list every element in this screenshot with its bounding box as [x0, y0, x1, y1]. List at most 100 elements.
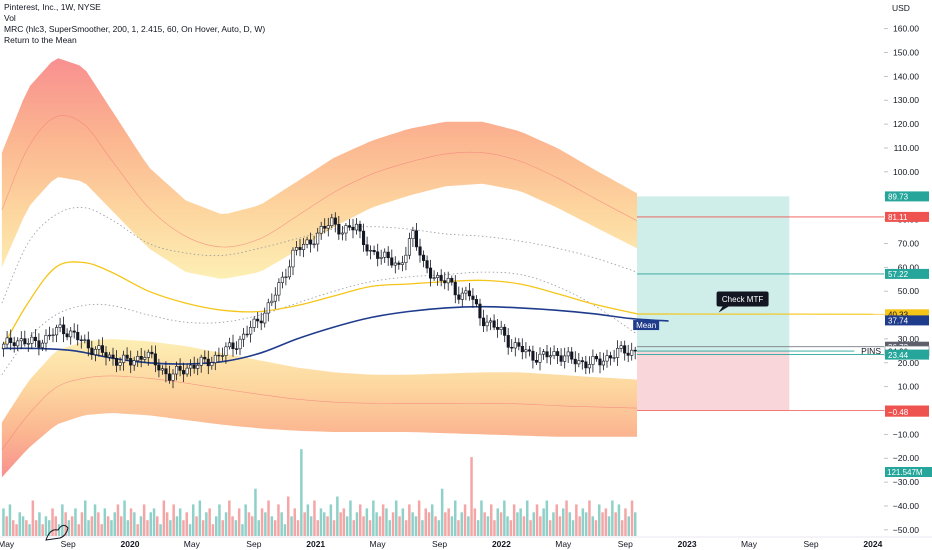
volume-bar — [169, 520, 172, 536]
candle-body — [72, 330, 76, 333]
annotations: Check MTF Mean PINS — [45, 291, 881, 541]
volume-bar — [339, 512, 342, 536]
volume-bar — [381, 504, 385, 536]
volume-bar — [156, 516, 159, 536]
volume-bar — [116, 504, 120, 536]
candle-body — [58, 324, 62, 328]
volume-bar — [450, 516, 454, 536]
volume-bar — [555, 504, 558, 536]
x-tick-label: May — [0, 539, 15, 549]
volume-bar — [516, 512, 519, 536]
volume-bar — [578, 516, 581, 536]
volume-bar — [473, 508, 477, 536]
candle-body — [548, 355, 553, 358]
volume-bar — [539, 516, 542, 536]
volume-bar — [44, 516, 48, 536]
candle-body — [157, 364, 161, 371]
candle-body — [390, 257, 394, 266]
volume-legend[interactable]: Vol — [4, 13, 16, 23]
check-mtf-callout — [716, 291, 769, 307]
candle-body — [400, 262, 404, 265]
volume-bar — [316, 520, 319, 536]
volume-bar — [499, 512, 503, 536]
candle-body — [326, 225, 330, 229]
candle-body — [499, 326, 503, 330]
y-tick-label: 30.00 — [898, 334, 920, 344]
volume-bar — [417, 500, 421, 536]
volume-bar — [234, 520, 238, 536]
volume-bar — [64, 512, 67, 536]
candle-body — [69, 330, 73, 338]
candle-body — [630, 349, 634, 356]
volume-bar — [61, 504, 64, 536]
volume-bar — [244, 504, 247, 536]
candle-body — [488, 320, 493, 323]
candle-body — [245, 333, 249, 336]
volume-bar — [378, 516, 382, 536]
time-axis[interactable]: May Sep 2020 May Sep 2021 May Sep 2022 May Sep 2023… — [0, 536, 932, 549]
volume-bar — [306, 504, 310, 536]
price-tag-label: 57.22 — [888, 270, 909, 279]
volume-bar — [90, 516, 94, 536]
note-legend[interactable]: Return to the Mean — [4, 35, 77, 45]
volume-bar — [431, 504, 434, 536]
candle-body — [206, 358, 210, 367]
price-tag — [885, 315, 929, 326]
volume-bar — [57, 524, 61, 536]
volume-bar — [594, 520, 598, 536]
price-tag — [885, 349, 929, 360]
volume-tag-label: 121.547M — [887, 468, 923, 477]
symbol-title[interactable]: Pinterest, Inc., 1W, NYSE — [4, 2, 101, 12]
candle-body — [485, 321, 489, 327]
volume-bar — [486, 516, 490, 536]
dotted-upper-line — [1, 207, 638, 304]
candle-body — [626, 352, 630, 356]
candle-body — [160, 368, 164, 371]
candle-body — [164, 368, 168, 375]
volume-bar — [391, 512, 395, 536]
volume-bar — [198, 500, 202, 536]
currency-label: USD — [892, 3, 910, 13]
indicator-legend[interactable]: MRC (hlc3, SuperSmoother, 200, 1, 2.415,… — [4, 24, 266, 34]
candle-body — [203, 356, 207, 360]
candle-body — [54, 327, 59, 336]
volume-bar — [506, 516, 509, 536]
volume-bar — [182, 520, 185, 536]
symbol-tag: PINS — [861, 346, 881, 356]
y-tick-label: 110.00 — [894, 143, 920, 153]
volume-bar — [103, 508, 107, 536]
volume-bar — [323, 512, 326, 536]
price-tag-label: 81.11 — [888, 213, 908, 222]
candle-body — [182, 370, 186, 375]
candle-body — [580, 360, 584, 363]
volume-bar — [231, 516, 234, 536]
price-tag-label: 89.73 — [888, 193, 909, 202]
candle-body — [478, 303, 482, 319]
volume-bar — [208, 508, 211, 536]
y-tick-label: 20.00 — [898, 358, 920, 368]
volume-bar — [548, 520, 552, 536]
volume-bar — [512, 504, 516, 536]
volume-bar — [175, 516, 179, 536]
candle-body — [178, 365, 182, 371]
volume-bar — [470, 457, 473, 536]
volume-bar — [332, 520, 336, 536]
candle-body — [372, 250, 376, 253]
volume-bar — [254, 488, 257, 536]
candle-body — [457, 294, 461, 300]
candle-body — [404, 254, 408, 263]
volume-bar — [34, 520, 38, 536]
volume-bar — [336, 496, 339, 536]
volume-bar — [84, 500, 87, 536]
volume-bar — [228, 500, 231, 536]
candle-body — [496, 326, 500, 330]
candle-body — [256, 318, 260, 322]
volume-bar — [31, 500, 35, 536]
volume-bar — [526, 500, 529, 536]
x-tick-label: May — [184, 539, 201, 549]
volume-bar — [444, 512, 447, 536]
candle-body — [552, 351, 556, 356]
mean-tag — [633, 320, 660, 331]
volume-bar — [414, 516, 418, 536]
